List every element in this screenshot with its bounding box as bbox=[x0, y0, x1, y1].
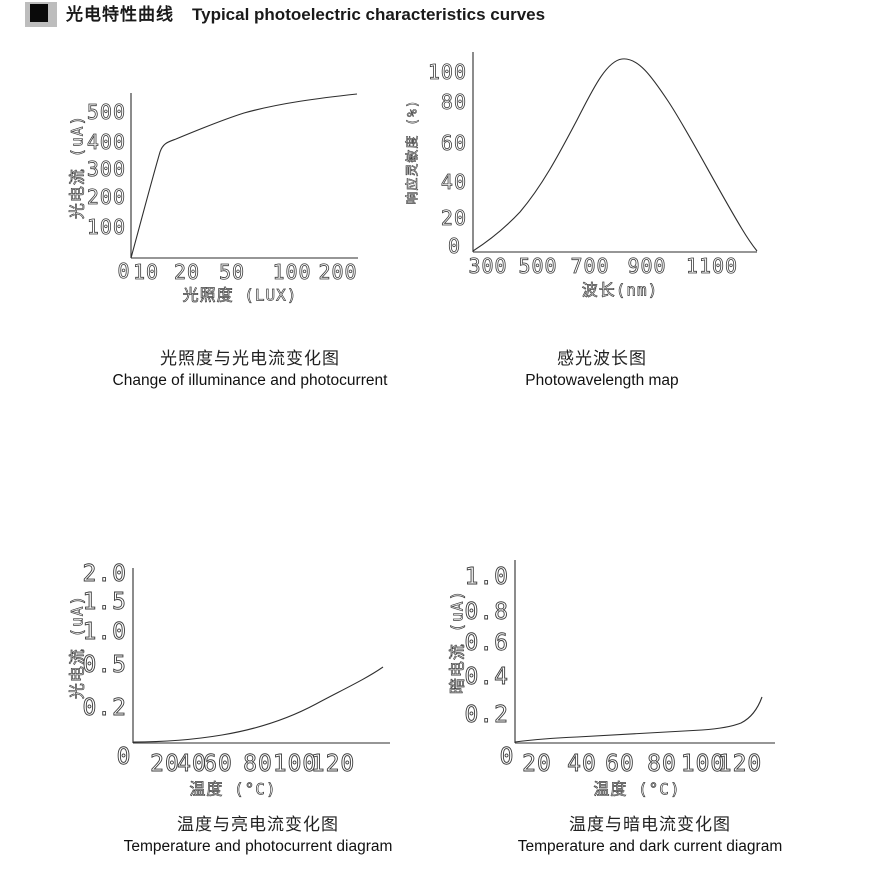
y-tick-label: 1.0 bbox=[82, 619, 127, 645]
y-tick-label: 0.8 bbox=[464, 599, 509, 625]
dark-current-curve bbox=[514, 696, 763, 743]
y-tick-label: 500 bbox=[87, 100, 126, 124]
y-tick-label: 200 bbox=[87, 185, 126, 209]
x-tick-label: 120 bbox=[718, 751, 763, 777]
x-tick-label: 10 bbox=[133, 260, 159, 284]
section-title-cn: 光电特性曲线 bbox=[66, 5, 174, 24]
y-tick-label: 0.2 bbox=[464, 702, 509, 728]
x-tick-label: 100 bbox=[681, 751, 726, 777]
y-tick-label: 100 bbox=[87, 215, 126, 239]
x-tick-label: 100 bbox=[272, 260, 311, 284]
y-axis-label: 光电流 (uA) bbox=[68, 115, 87, 219]
x-tick-label: 40 bbox=[567, 751, 597, 777]
caption-cn: 温度与暗电流变化图 bbox=[569, 815, 731, 834]
x-axis-label: 光照度 (LUX) bbox=[183, 286, 298, 305]
y-tick-label: 80 bbox=[441, 90, 467, 114]
x-tick-label: 20 bbox=[150, 751, 180, 777]
x-tick-label: 100 bbox=[273, 751, 318, 777]
caption-cn: 温度与亮电流变化图 bbox=[177, 815, 339, 834]
caption-chart-1: 光照度与光电流变化图 Change of illuminance and pho… bbox=[70, 347, 430, 391]
caption-cn: 光照度与光电流变化图 bbox=[160, 349, 340, 368]
x-tick-label: 60 bbox=[605, 751, 635, 777]
caption-chart-4: 温度与暗电流变化图 Temperature and dark current d… bbox=[470, 813, 830, 857]
y-axis-label: 光电流 (uA) bbox=[68, 595, 87, 699]
x-axis-label: 波长(nm) bbox=[582, 281, 659, 300]
x-tick-label: 80 bbox=[243, 751, 273, 777]
chart-spectral-response: 100 80 60 40 20 0 300 500 700 900 1100 波… bbox=[404, 52, 758, 300]
black-square-icon bbox=[30, 4, 48, 22]
x-tick-label: 120 bbox=[311, 751, 356, 777]
y-tick-label: 2.0 bbox=[82, 561, 127, 587]
y-tick-label: 400 bbox=[87, 130, 126, 154]
y-tick-label: 1.0 bbox=[464, 564, 509, 590]
y-tick-label: 300 bbox=[87, 157, 126, 181]
y-tick-label: 60 bbox=[441, 131, 467, 155]
chart-illuminance-photocurrent: 500 400 300 200 100 0 10 20 50 100 200 光… bbox=[67, 93, 358, 305]
caption-en: Temperature and dark current diagram bbox=[517, 838, 783, 855]
y-tick-label: 0.5 bbox=[82, 652, 127, 678]
y-tick-label: 0.6 bbox=[464, 630, 509, 656]
x-tick-label: 40 bbox=[177, 751, 207, 777]
origin-label: 0 bbox=[448, 234, 461, 258]
caption-cn: 感光波长图 bbox=[557, 349, 647, 368]
caption-en: Change of illuminance and photocurrent bbox=[112, 372, 388, 389]
y-axis-label: 响应灵敏度 (%) bbox=[405, 99, 421, 204]
x-tick-label: 900 bbox=[627, 254, 666, 278]
section-bullet-box bbox=[25, 2, 57, 27]
y-tick-label: 40 bbox=[441, 170, 467, 194]
caption-en: Temperature and photocurrent diagram bbox=[123, 838, 393, 855]
x-tick-label: 700 bbox=[570, 254, 609, 278]
origin-label: 0 bbox=[500, 744, 515, 770]
x-tick-label: 20 bbox=[174, 260, 200, 284]
caption-chart-3: 温度与亮电流变化图 Temperature and photocurrent d… bbox=[78, 813, 438, 857]
caption-chart-2: 感光波长图 Photowavelength map bbox=[452, 347, 752, 391]
y-tick-label: 1.5 bbox=[82, 589, 127, 615]
photocurrent-temp-curve bbox=[132, 666, 384, 743]
x-tick-label: 300 bbox=[468, 254, 507, 278]
sensitivity-curve bbox=[472, 58, 758, 252]
y-tick-label: 100 bbox=[428, 60, 467, 84]
x-tick-label: 80 bbox=[647, 751, 677, 777]
x-axis-label: 温度 (°C) bbox=[593, 780, 680, 799]
y-axis-label: 暗电流 (uA) bbox=[448, 590, 467, 694]
x-tick-label: 200 bbox=[318, 260, 357, 284]
x-tick-label: 50 bbox=[219, 260, 245, 284]
y-tick-label: 20 bbox=[441, 206, 467, 230]
caption-en: Photowavelength map bbox=[525, 372, 679, 389]
photocurrent-curve bbox=[130, 93, 358, 259]
origin-label: 0 bbox=[117, 744, 132, 770]
x-tick-label: 500 bbox=[518, 254, 557, 278]
x-tick-label: 60 bbox=[203, 751, 233, 777]
x-axis-label: 温度 (°C) bbox=[189, 780, 276, 799]
origin-label: 0 bbox=[117, 259, 130, 283]
chart-temperature-dark-current: 1.0 0.8 0.6 0.4 0.2 0 20 40 60 80 100 12… bbox=[447, 560, 775, 799]
y-tick-label: 0.2 bbox=[82, 695, 127, 721]
section-header: 光电特性曲线 Typical photoelectric characteris… bbox=[25, 2, 545, 27]
x-tick-label: 20 bbox=[522, 751, 552, 777]
x-tick-label: 1100 bbox=[686, 254, 738, 278]
chart-temperature-photocurrent: 2.0 1.5 1.0 0.5 0.2 0 20 40 60 80 100 12… bbox=[67, 561, 390, 799]
section-title-en: Typical photoelectric characteristics cu… bbox=[192, 5, 546, 24]
y-tick-label: 0.4 bbox=[464, 664, 509, 690]
